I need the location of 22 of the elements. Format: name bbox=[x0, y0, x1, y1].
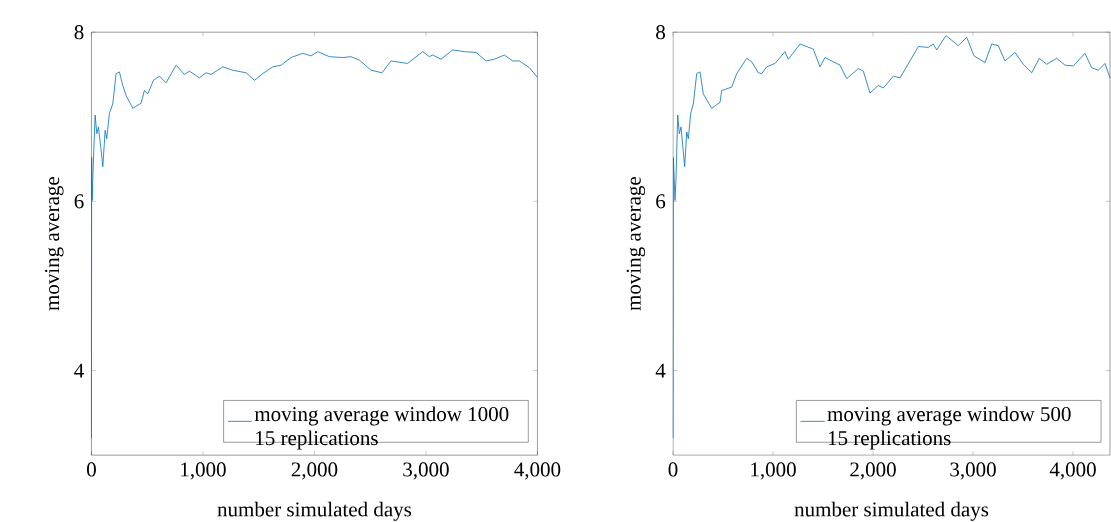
x-tick-label: 1,000 bbox=[751, 462, 796, 480]
x-tick-label: 3,000 bbox=[403, 462, 449, 480]
x-tick-label: 0 bbox=[668, 462, 678, 477]
x-tick-label: 4,000 bbox=[514, 462, 561, 480]
y-tick-label: 8 bbox=[656, 25, 666, 40]
x-tick-label: 2,000 bbox=[850, 462, 896, 480]
x-tick-label: 4,000 bbox=[1049, 462, 1096, 480]
x-tick-label: 1,000 bbox=[181, 462, 226, 480]
legend-label: moving average window 1000 15 replications bbox=[254, 406, 509, 450]
y-tick-label: 6 bbox=[656, 194, 666, 209]
x-axis-title: number simulated days bbox=[794, 501, 989, 521]
x-tick-label: 2,000 bbox=[291, 462, 338, 480]
x-tick-label: 0 bbox=[86, 462, 96, 477]
y-tick-label: 4 bbox=[655, 363, 666, 378]
x-axis-title: number simulated days bbox=[217, 501, 412, 521]
y-tick-label: 6 bbox=[74, 194, 84, 209]
y-tick-label: 4 bbox=[74, 363, 84, 378]
legend-label: moving average window 500 15 replications bbox=[827, 406, 1071, 450]
y-tick-label: 8 bbox=[74, 25, 84, 40]
y-axis-title: moving average bbox=[45, 177, 64, 311]
x-tick-label: 3,000 bbox=[950, 462, 996, 480]
y-axis-title: moving average bbox=[626, 177, 646, 311]
